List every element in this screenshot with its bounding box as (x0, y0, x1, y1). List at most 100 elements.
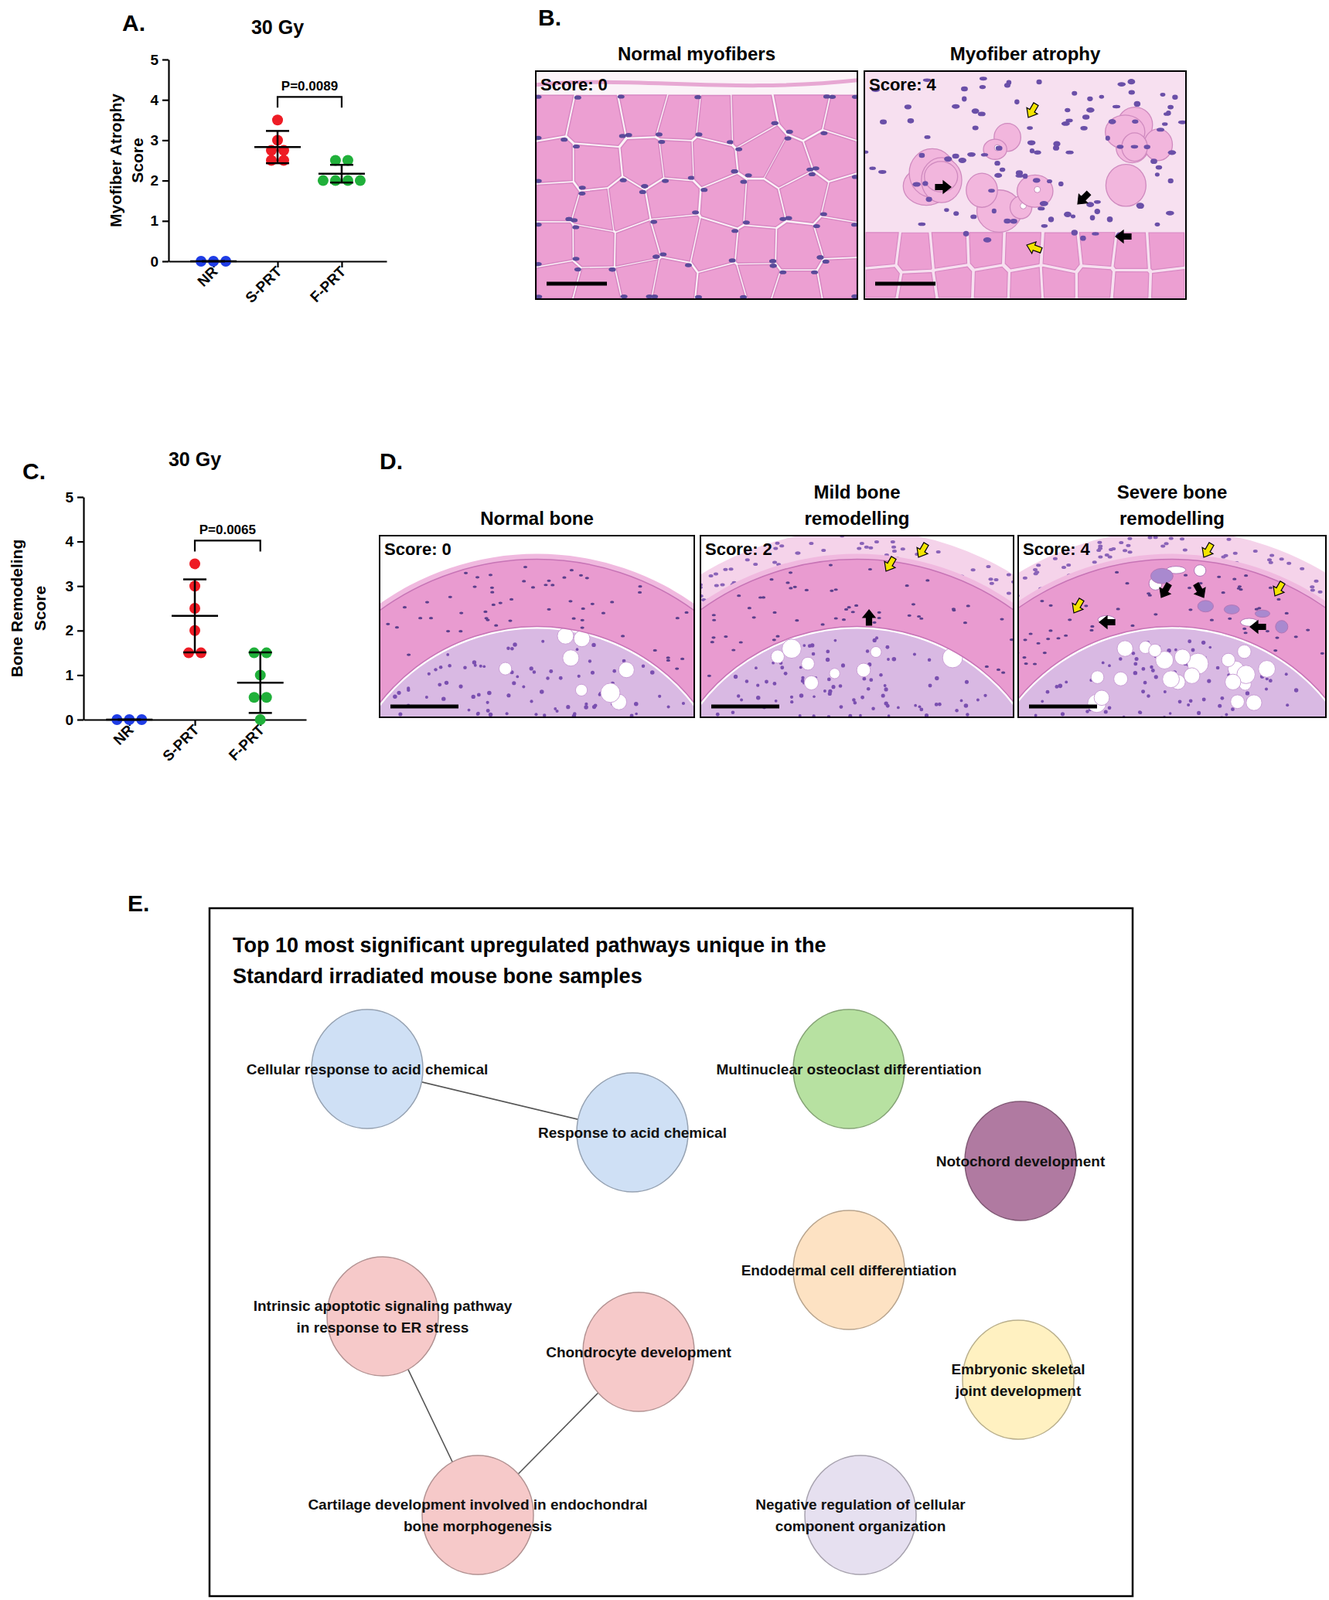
marrow-cell (885, 645, 890, 650)
marrow-cell (884, 687, 889, 692)
marrow-cell (875, 636, 879, 640)
error-cap (248, 712, 273, 715)
x-tick-label: S-PRT (159, 721, 202, 764)
marrow-cell (807, 644, 812, 648)
mean-line (190, 260, 237, 263)
nucleus (1168, 178, 1174, 184)
bone (379, 554, 695, 718)
soft-tissue-cell (1097, 541, 1102, 545)
y-tick-mark (162, 99, 169, 102)
nucleus (925, 196, 932, 202)
panel-label: D. (379, 448, 403, 474)
nucleus (560, 137, 568, 142)
marrow-cell (1138, 710, 1142, 715)
nucleus (688, 175, 696, 180)
nucleus (652, 254, 660, 259)
nucleus (1071, 91, 1077, 96)
marrow-cell (934, 702, 939, 707)
osteocyte (905, 584, 910, 587)
marrow-cell (591, 643, 596, 648)
osteocyte (666, 659, 671, 662)
marrow-cell (881, 693, 886, 698)
marrow-cell (406, 686, 410, 690)
comparison-label: P=0.0065 (199, 522, 256, 538)
osteocyte (1276, 598, 1281, 601)
marrow-cell (437, 682, 442, 687)
nucleus (640, 184, 648, 188)
soft-tissue-cell (864, 545, 869, 549)
y-tick-label: 5 (64, 489, 74, 506)
osteocyte (739, 640, 743, 644)
nucleus (625, 132, 633, 137)
myofiber (1010, 267, 1042, 298)
nucleus (878, 170, 886, 174)
osteocyte (1130, 624, 1135, 628)
osteocyte (1046, 637, 1050, 641)
nucleus (951, 104, 960, 110)
marrow-cell (780, 665, 784, 670)
marrow-cell (612, 669, 617, 674)
myofiber (657, 95, 700, 140)
soft-tissue-cell (779, 544, 784, 548)
myofiber (780, 172, 829, 223)
nucleus (731, 169, 739, 174)
osteocyte (590, 603, 595, 606)
marrow-cell (532, 670, 536, 674)
soft-tissue-cell (859, 541, 865, 546)
soft-tissue-cell (1006, 572, 1012, 576)
chart-title: 30 Gy (168, 448, 222, 471)
marrow-cell (1217, 704, 1222, 709)
soft-tissue-cell (1286, 562, 1292, 566)
nucleus (769, 258, 777, 263)
soft-tissue-cell (1309, 585, 1315, 589)
fat-cell (575, 684, 587, 696)
nucleus (1006, 79, 1013, 86)
y-tick: 5 (149, 51, 169, 69)
soft-tissue-cell (1034, 570, 1040, 574)
soft-tissue-cell (892, 549, 897, 553)
osteocyte (490, 586, 495, 590)
nucleus (1156, 127, 1165, 132)
scale-bar (1029, 705, 1098, 709)
soft-tissue-cell (988, 577, 994, 581)
y-tick-mark (162, 220, 169, 222)
marrow-cell (1191, 648, 1196, 653)
marrow-cell (1294, 688, 1299, 692)
soft-tissue-cell (795, 552, 801, 556)
y-axis-title: Score (30, 586, 49, 631)
y-tick-mark (162, 180, 169, 182)
bone (1018, 535, 1326, 718)
osteocyte (999, 617, 1004, 621)
fat-cell (618, 662, 634, 679)
osteocyte (1274, 636, 1279, 639)
nucleus (731, 228, 739, 233)
micrograph-content (1018, 535, 1326, 718)
osteocyte (1187, 586, 1192, 590)
nucleus (923, 135, 931, 140)
myofiber (974, 266, 1008, 298)
myofiber (1113, 272, 1149, 298)
marrow-cell (439, 665, 443, 670)
nucleus (812, 166, 820, 171)
marrow-cell (860, 695, 865, 700)
nucleus (1080, 235, 1087, 242)
nucleus (912, 181, 921, 187)
marrow-cell (919, 708, 924, 713)
cortical-bone (700, 559, 1014, 718)
soft-tissue-cell (1097, 545, 1103, 549)
micrograph-border (864, 71, 1186, 300)
marrow-cell (883, 684, 887, 688)
osteocyte (581, 607, 586, 610)
soft-tissue-cell (1127, 550, 1133, 554)
soft-tissue-cell (1310, 589, 1316, 593)
nucleus (1112, 105, 1121, 110)
marrow-cell (886, 657, 890, 662)
arrow (913, 541, 932, 561)
osteocyte (546, 579, 551, 583)
data-point (248, 691, 260, 703)
myofiber (1148, 232, 1185, 270)
marrow-cell (1268, 678, 1273, 683)
nucleus (851, 222, 858, 227)
soft-tissue-cell (729, 567, 734, 571)
nucleus (1090, 214, 1096, 221)
